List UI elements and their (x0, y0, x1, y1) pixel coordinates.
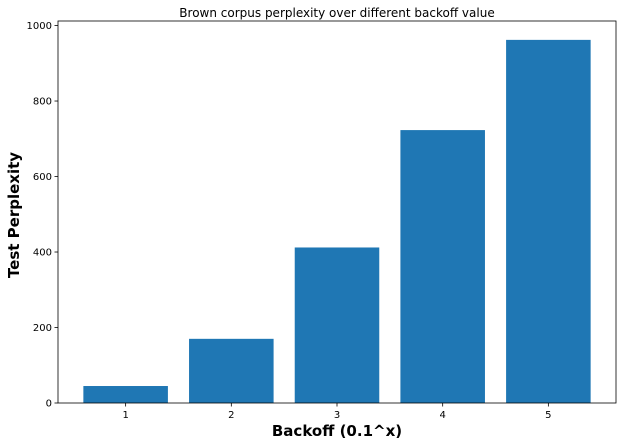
bar-3 (294, 247, 380, 403)
x-tick-label-3: 3 (334, 410, 340, 421)
y-tick-label-600: 600 (33, 172, 52, 183)
bar-2 (189, 338, 274, 403)
y-axis-ticks: 0 200 400 600 800 1000 (27, 21, 58, 410)
x-tick-label-4: 4 (439, 410, 445, 421)
y-tick-label-0: 0 (46, 399, 52, 410)
chart-title: Brown corpus perplexity over different b… (179, 6, 494, 20)
x-tick-label-5: 5 (545, 410, 551, 421)
x-tick-label-1: 1 (122, 410, 128, 421)
plot-frame (57, 20, 617, 404)
y-tick-label-400: 400 (33, 248, 52, 259)
y-tick-label-800: 800 (33, 97, 52, 108)
y-tick-label-200: 200 (33, 323, 52, 334)
bars-group (83, 39, 591, 404)
y-tick-label-1000: 1000 (27, 21, 52, 32)
y-axis-label: Test Perplexity (5, 152, 23, 278)
bar-4 (400, 130, 485, 403)
x-axis-label: Backoff (0.1^x) (272, 422, 402, 440)
bar-5 (506, 39, 591, 404)
bar-1 (83, 386, 168, 403)
x-tick-label-2: 2 (228, 410, 234, 421)
x-axis-ticks: 1 2 3 4 5 (122, 403, 552, 421)
